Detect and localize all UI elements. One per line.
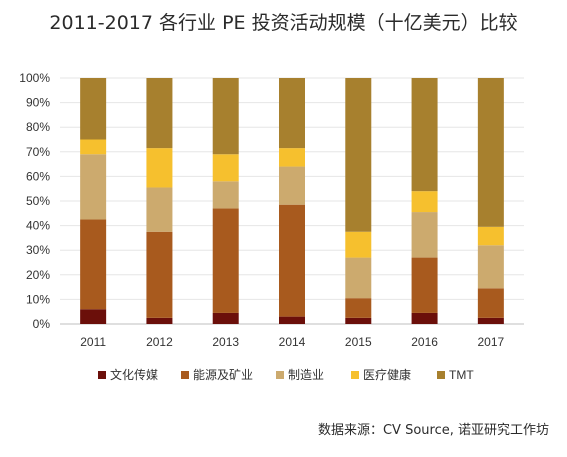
legend-swatch <box>437 371 445 379</box>
bar-segment <box>212 181 239 209</box>
x-tick-label: 2012 <box>146 335 173 349</box>
bar-segment <box>477 245 504 289</box>
legend-swatch <box>181 371 189 379</box>
y-tick-label: 70% <box>26 145 50 159</box>
x-tick-label: 2011 <box>80 335 106 349</box>
bar-segment <box>212 312 239 324</box>
bar-segment <box>80 309 107 324</box>
x-tick-label: 2013 <box>212 335 239 349</box>
bar-segment <box>411 257 438 313</box>
y-tick-label: 20% <box>26 268 50 282</box>
bar-segment <box>80 154 107 220</box>
legend: 文化传媒 能源及矿业 制造业 医疗健康 TMT <box>98 367 474 382</box>
y-tick-label: 90% <box>26 96 50 110</box>
bar-segment <box>279 78 305 149</box>
source-note: 数据来源：CV Source, 诺亚研究工作坊 <box>317 423 549 438</box>
bar-segment <box>477 226 504 246</box>
legend-swatch <box>276 371 284 379</box>
bar-segment <box>477 288 504 318</box>
y-tick-label: 30% <box>26 243 50 257</box>
x-tick-label: 2015 <box>345 335 372 349</box>
bar-segment <box>80 78 107 140</box>
bar-segment <box>146 78 173 149</box>
bars <box>80 78 504 324</box>
bar-segment <box>411 191 438 213</box>
bar-segment <box>212 208 239 313</box>
bar-segment <box>345 298 372 318</box>
bar-segment <box>345 231 372 258</box>
bar-segment <box>146 231 173 318</box>
bar-segment <box>477 78 504 227</box>
bar-segment <box>411 212 438 258</box>
bar-segment <box>80 219 107 310</box>
x-axis-ticks: 2011 2012 2013 2014 2015 2016 2017 <box>80 335 504 349</box>
bar-segment <box>345 257 372 299</box>
chart-title: 2011-2017 各行业 PE 投资活动规模（十亿美元）比较 <box>49 12 518 34</box>
legend-label: 文化传媒 <box>110 367 158 382</box>
x-tick-label: 2017 <box>478 335 505 349</box>
y-tick-label: 10% <box>26 292 50 306</box>
legend-label: TMT <box>449 368 474 382</box>
bar-segment <box>411 312 438 324</box>
bar-segment <box>146 317 173 324</box>
x-tick-label: 2014 <box>279 335 306 349</box>
bar-segment <box>212 154 239 182</box>
bar-segment <box>411 78 438 192</box>
bar-segment <box>345 317 372 324</box>
bar-segment <box>146 148 173 188</box>
x-tick-label: 2016 <box>411 335 438 349</box>
legend-label: 能源及矿业 <box>193 368 253 382</box>
legend-label: 医疗健康 <box>363 367 411 382</box>
bar-segment <box>345 78 372 232</box>
bar-segment <box>80 139 107 155</box>
legend-swatch <box>351 371 359 379</box>
bar-segment <box>279 204 305 317</box>
y-tick-label: 0% <box>33 317 51 331</box>
bar-segment <box>279 148 305 167</box>
legend-swatch <box>98 371 106 379</box>
bar-segment <box>477 317 504 324</box>
bar-segment <box>146 187 173 232</box>
y-tick-label: 80% <box>26 120 50 134</box>
y-tick-label: 50% <box>26 194 50 208</box>
y-axis-ticks: 0% 10% 20% 30% 40% 50% 60% 70% 80% 90% 100% <box>19 71 50 331</box>
y-tick-label: 100% <box>19 71 50 85</box>
legend-label: 制造业 <box>288 368 324 382</box>
bar-segment <box>279 166 305 205</box>
bar-segment <box>279 316 305 324</box>
bar-segment <box>212 78 239 155</box>
y-tick-label: 60% <box>26 169 50 183</box>
y-tick-label: 40% <box>26 219 50 233</box>
